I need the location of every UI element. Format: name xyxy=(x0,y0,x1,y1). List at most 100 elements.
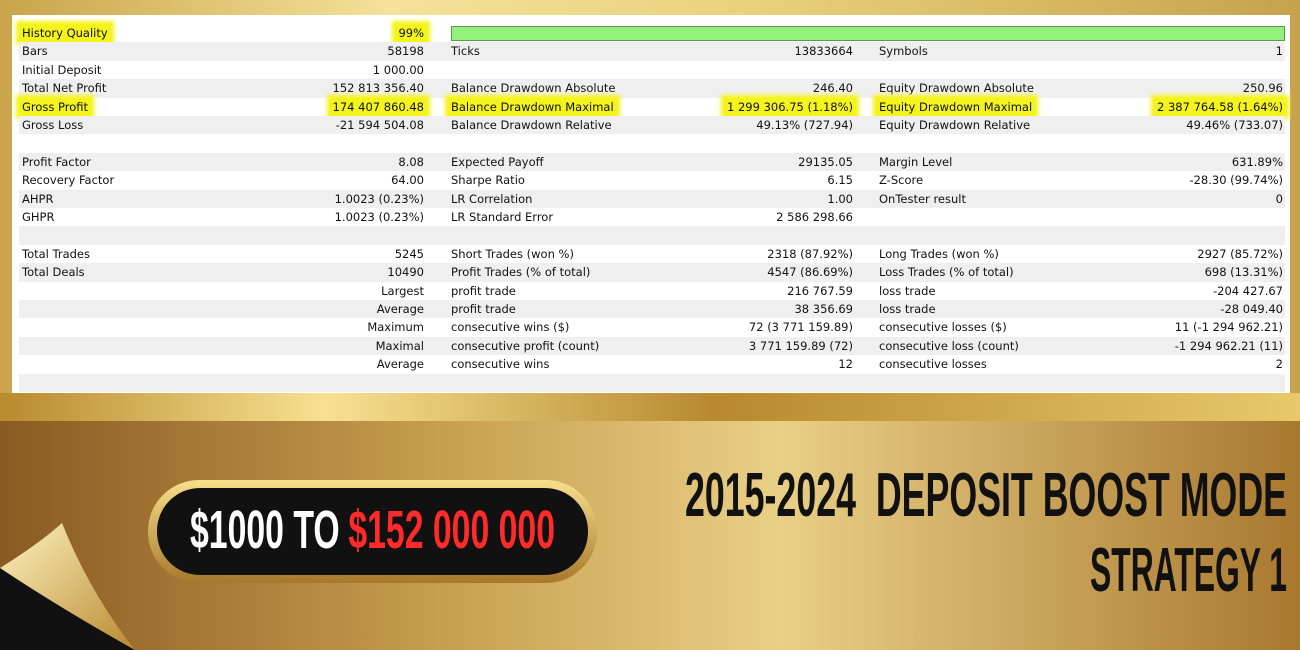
row-label: Short Trades (won %) xyxy=(451,246,574,261)
row-value: 2 387 764.58 (1.64%) xyxy=(1154,97,1286,116)
row-value: 1 000.00 xyxy=(372,62,424,77)
row-label: Gross Loss xyxy=(22,118,84,132)
report-row: AHPR 1.0023 (0.23%) LR Correlation 1.00 OnTe… xyxy=(19,189,1285,208)
row-value: 1 299 306.75 (1.18%) xyxy=(724,97,856,116)
banner: $1000 TO$152 000 000 2015-2024 DEPOSIT B… xyxy=(0,393,1300,650)
report-row: Total Net Profit 152 813 356.40 Balance Dr… xyxy=(19,79,1285,98)
spacer-row xyxy=(19,373,1285,392)
row-label: Profit Trades (% of total) xyxy=(451,265,591,280)
row-label: Balance Drawdown Absolute xyxy=(451,81,616,96)
row-value: -28 049.40 xyxy=(1220,302,1283,316)
report-row: Average consecutive wins 12 consecutive los… xyxy=(19,355,1285,373)
row-label: consecutive loss (count) xyxy=(879,338,1019,353)
row-label: consecutive wins ($) xyxy=(451,320,570,335)
row-value: 2927 (85.72%) xyxy=(1197,246,1283,261)
row-label: History Quality xyxy=(19,24,111,43)
row-label: Balance Drawdown Relative xyxy=(451,118,612,132)
report-row: Gross Profit 174 407 860.48 Balance Drawdo… xyxy=(19,97,1286,116)
row-value: 6.15 xyxy=(827,173,853,188)
row-value: Maximum xyxy=(367,320,424,335)
row-label: consecutive losses ($) xyxy=(879,320,1007,335)
banner-strip xyxy=(0,393,1300,421)
row-value: 8.08 xyxy=(398,154,424,169)
row-value: 72 (3 771 159.89) xyxy=(748,320,853,335)
row-value: 2318 (87.92%) xyxy=(767,246,853,261)
row-label: Balance Drawdown Maximal xyxy=(448,97,617,116)
row-label: Ticks xyxy=(451,44,480,59)
row-label: Long Trades (won %) xyxy=(879,246,999,261)
row-value: 5245 xyxy=(394,246,424,261)
row-value: 99% xyxy=(395,24,427,43)
row-label: Recovery Factor xyxy=(22,173,115,188)
row-value: 0 xyxy=(1275,191,1283,206)
row-value: 1.0023 (0.23%) xyxy=(334,191,424,206)
row-label: Loss Trades (% of total) xyxy=(879,265,1014,280)
report-row: Largest profit trade 216 767.59 loss trade -… xyxy=(19,282,1285,300)
row-label: Initial Deposit xyxy=(22,62,102,77)
row-label: Profit Factor xyxy=(22,154,91,169)
row-value: Largest xyxy=(381,283,424,298)
row-value: -204 427.67 xyxy=(1213,283,1283,298)
headline-line: 2015-2024 DEPOSIT BOOST MODE xyxy=(685,461,1287,530)
badge-highlight: $152 000 000 xyxy=(348,500,555,560)
row-label: Bars xyxy=(22,44,48,59)
row-value: 58198 xyxy=(387,44,424,59)
badge-text: $1000 TO$152 000 000 xyxy=(190,500,555,560)
row-label: profit trade xyxy=(451,283,516,298)
report-row: Gross Loss -21 594 504.08 Balance Drawdown… xyxy=(19,116,1285,135)
row-value: 250.96 xyxy=(1242,81,1283,96)
row-label: GHPR xyxy=(22,210,55,224)
row-label: Equity Drawdown Maximal xyxy=(876,97,1036,116)
row-value: 698 (13.31%) xyxy=(1204,265,1283,280)
row-value: 49.13% (727.94) xyxy=(756,118,853,132)
row-label: LR Standard Error xyxy=(451,210,554,224)
row-value: 13833664 xyxy=(794,44,853,59)
row-value: 49.46% (733.07) xyxy=(1186,118,1283,132)
row-label: consecutive losses xyxy=(879,357,987,372)
row-value: 4547 (86.69%) xyxy=(767,265,853,280)
row-value: 1 xyxy=(1275,44,1283,59)
row-label: Margin Level xyxy=(879,154,953,169)
row-value: 2 xyxy=(1275,357,1283,372)
row-value: 38 356.69 xyxy=(794,302,853,316)
row-label: Gross Profit xyxy=(19,97,92,116)
report-row: Recovery Factor 64.00 Sharpe Ratio 6.15 Z-Sc… xyxy=(19,171,1285,189)
spacer-row xyxy=(19,226,1285,245)
row-label: loss trade xyxy=(879,283,936,298)
spacer-row xyxy=(19,134,1285,152)
row-value: 64.00 xyxy=(391,173,424,188)
row-label: Expected Payoff xyxy=(451,154,544,169)
row-label: consecutive wins xyxy=(451,357,550,372)
row-label: Symbols xyxy=(879,44,928,59)
row-value: 216 767.59 xyxy=(787,283,853,298)
row-value: Average xyxy=(376,302,424,316)
row-label: Total Trades xyxy=(22,246,90,261)
report-row: Total Trades 5245 Short Trades (won %) 2318… xyxy=(19,245,1285,263)
row-label: AHPR xyxy=(22,191,54,206)
row-label: Equity Drawdown Absolute xyxy=(879,81,1035,96)
row-value: -1 294 962.21 (11) xyxy=(1174,338,1283,353)
row-value: 29135.05 xyxy=(798,154,853,169)
report-row: Maximal consecutive profit (count) 3 771 1… xyxy=(19,336,1285,356)
row-label: OnTester result xyxy=(879,191,966,206)
report-row: Total Deals 10490 Profit Trades (% of tota… xyxy=(19,263,1285,282)
row-value: 3 771 159.89 (72) xyxy=(748,338,853,353)
page-curl xyxy=(0,523,135,650)
row-label: Sharpe Ratio xyxy=(451,173,525,188)
report-row: Bars 58198 Ticks 13833664 Symbols 1 xyxy=(19,42,1285,61)
row-value: 174 407 860.48 xyxy=(329,97,427,116)
report-row: Maximum consecutive wins ($) 72 (3 771 159… xyxy=(19,318,1285,336)
row-value: 11 (-1 294 962.21) xyxy=(1174,320,1283,335)
report-row: Profit Factor 8.08 Expected Payoff 29135.05… xyxy=(19,152,1285,172)
report-row: GHPR 1.0023 (0.23%) LR Standard Error 2 586… xyxy=(19,208,1285,226)
report-row: History Quality 99% xyxy=(19,24,1285,43)
row-value: Maximal xyxy=(375,338,424,353)
row-label: consecutive profit (count) xyxy=(451,338,600,353)
report-row: Average profit trade 38 356.69 loss trade -2… xyxy=(19,300,1285,319)
row-label: loss trade xyxy=(879,302,936,316)
row-label: profit trade xyxy=(451,302,516,316)
history-quality-bar xyxy=(451,26,1285,41)
badge xyxy=(157,488,588,575)
row-value: -21 594 504.08 xyxy=(335,118,424,132)
